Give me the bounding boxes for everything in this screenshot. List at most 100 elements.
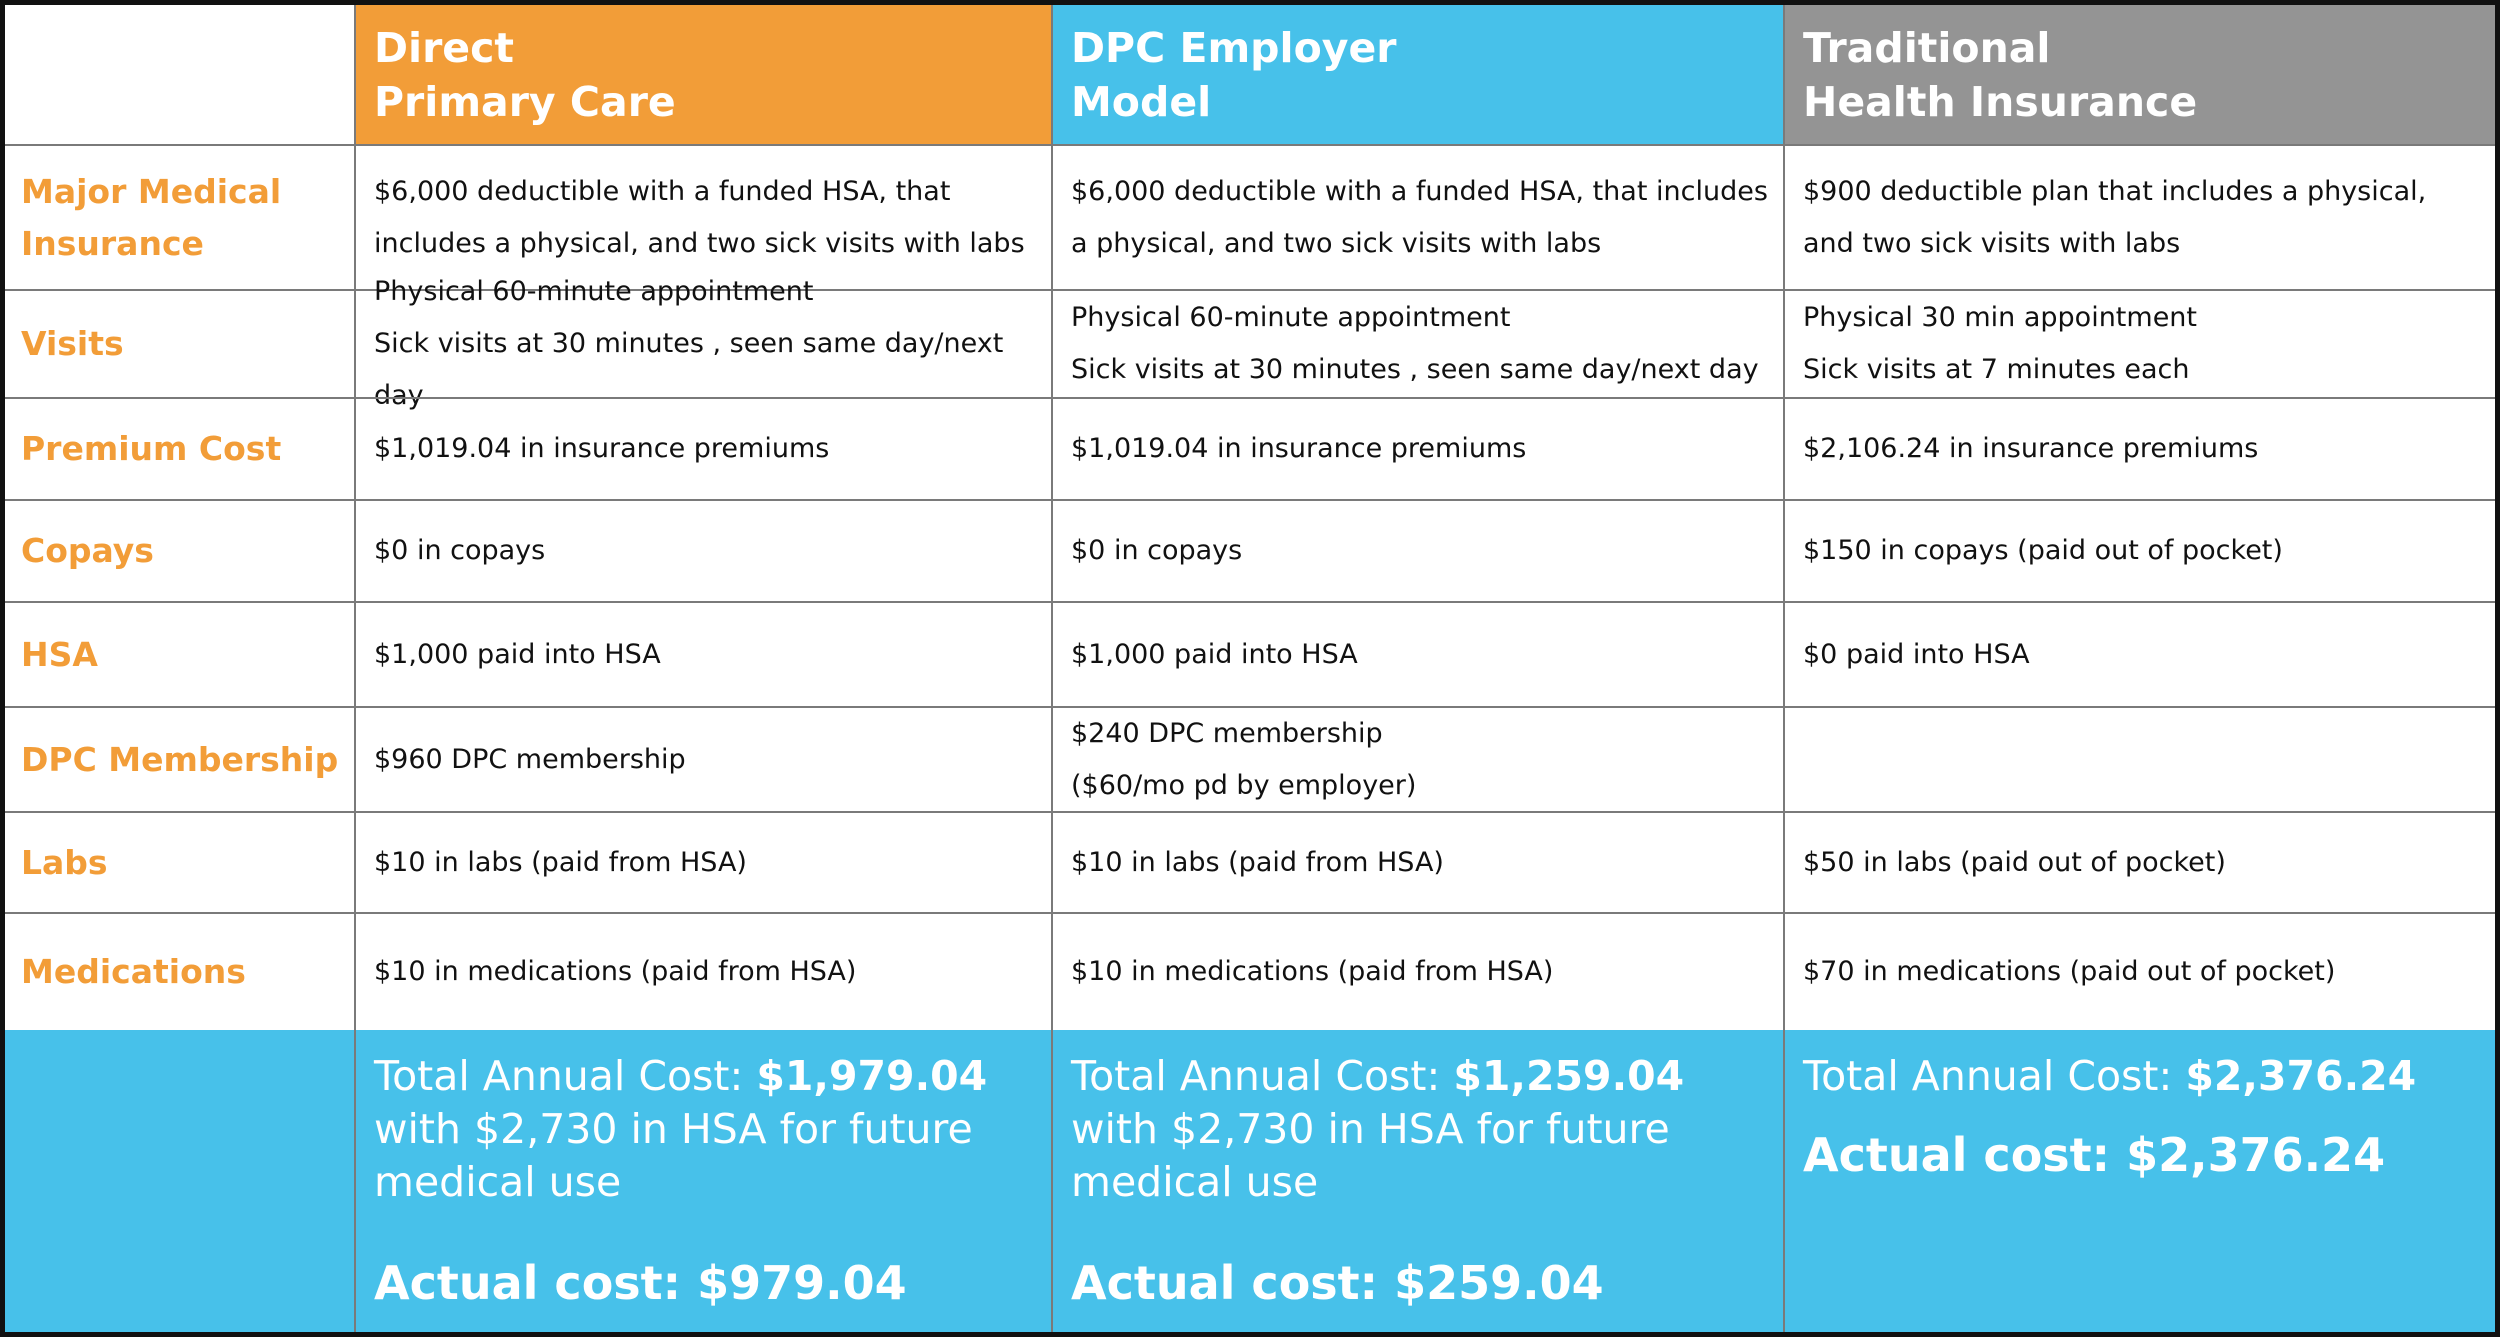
row-label-cell: Major Medical Insurance [5, 144, 354, 289]
total-label: Total Annual Cost: [1071, 1052, 1441, 1100]
cell-line: $6,000 deductible with a funded HSA, tha… [374, 175, 951, 207]
table-cell: $50 in labs (paid out of pocket) [1783, 811, 2495, 912]
header-line: Traditional [1803, 23, 2051, 72]
table-cell: $1,000 paid into HSA [354, 601, 1051, 706]
total-line: Total Annual Cost: $2,376.24 [1803, 1050, 2495, 1103]
cell-line: $960 DPC membership [374, 743, 686, 775]
cell-line: $240 DPC membership [1071, 717, 1383, 749]
table-cell: $150 in copays (paid out of pocket) [1783, 499, 2495, 601]
table-cell: $900 deductible plan that includes a phy… [1783, 144, 2495, 289]
cell-line: $6,000 deductible with a funded HSA, tha… [1071, 175, 1768, 207]
cell-line: $1,000 paid into HSA [1071, 638, 1358, 670]
cell-line: ($60/mo pd by employer) [1071, 769, 1417, 801]
table-cell: $0 in copays [354, 499, 1051, 601]
cell-line: $2,106.24 in insurance premiums [1803, 433, 2259, 464]
table-cell: $0 in copays [1051, 499, 1783, 601]
cell-line: a physical, and two sick visits with lab… [1071, 227, 1602, 259]
row-label-cell: Medications [5, 912, 354, 1030]
actual-cost: Actual cost: $259.04 [1071, 1256, 1604, 1310]
total-amount: $1,259.04 [1453, 1052, 1685, 1100]
cell-line: $150 in copays (paid out of pocket) [1803, 535, 2283, 566]
row-label-cell: DPC Membership [5, 706, 354, 811]
row-label-cell: Visits [5, 289, 354, 397]
total-label: Total Annual Cost: [374, 1052, 744, 1100]
table-cell: $0 paid into HSA [1783, 601, 2495, 706]
cell-line: Physical 30 min appointment [1803, 302, 2198, 333]
column-header: DPC Employer Model [1051, 5, 1783, 144]
cell-line: Sick visits at 30 minutes , seen same da… [374, 328, 1004, 411]
footer-corner [5, 1030, 354, 1332]
row-label: Major Medical Insurance [21, 171, 282, 263]
total-amount: $2,376.24 [2185, 1052, 2417, 1100]
column-header: Traditional Health Insurance [1783, 5, 2495, 144]
cell-line: $10 in labs (paid from HSA) [374, 846, 747, 878]
cell-line: $0 in copays [374, 535, 546, 566]
header-line: Health Insurance [1803, 77, 2198, 126]
table-cell: $2,106.24 in insurance premiums [1783, 397, 2495, 499]
cell-line: $900 deductible plan that includes a phy… [1803, 175, 2427, 207]
table-cell: $10 in labs (paid from HSA) [354, 811, 1051, 912]
table-cell: $960 DPC membership [354, 706, 1051, 811]
cell-line: $10 in medications (paid from HSA) [1071, 956, 1554, 987]
cell-line: $0 paid into HSA [1803, 638, 2030, 670]
cell-line: Sick visits at 30 minutes , seen same da… [1071, 354, 1759, 385]
table-cell: $10 in medications (paid from HSA) [1051, 912, 1783, 1030]
header-line: DPC Employer [1071, 23, 1397, 72]
cell-line: Sick visits at 7 minutes each [1803, 354, 2190, 385]
actual-cost: Actual cost: $979.04 [374, 1256, 907, 1310]
total-cell: Total Annual Cost: $2,376.24 Actual cost:… [1783, 1030, 2495, 1332]
cell-line: $1,000 paid into HSA [374, 638, 661, 670]
total-label: Total Annual Cost: [1803, 1052, 2173, 1100]
cell-line: includes a physical, and two sick visits… [374, 227, 1025, 259]
cell-line: and two sick visits with labs [1803, 227, 2181, 259]
table-cell: $10 in labs (paid from HSA) [1051, 811, 1783, 912]
cell-line: Physical 60-minute appointment [374, 276, 814, 307]
row-label: Medications [21, 952, 246, 991]
row-label: HSA [21, 634, 98, 674]
header-line: Primary Care [374, 77, 676, 126]
total-cell: Total Annual Cost: $1,979.04 with $2,730 … [354, 1030, 1051, 1332]
table-cell: $1,000 paid into HSA [1051, 601, 1783, 706]
corner-cell [5, 5, 354, 144]
table-cell: $6,000 deductible with a funded HSA, tha… [1051, 144, 1783, 289]
total-line: Total Annual Cost: $1,979.04 [374, 1050, 1051, 1103]
table-cell: Physical 30 min appointment Sick visits a… [1783, 289, 2495, 397]
table-cell: $1,019.04 in insurance premiums [354, 397, 1051, 499]
cell-line: $1,019.04 in insurance premiums [374, 433, 830, 464]
header-line: Model [1071, 77, 1212, 126]
cell-line: $1,019.04 in insurance premiums [1071, 433, 1527, 464]
actual-cost: Actual cost: $2,376.24 [1803, 1128, 2386, 1182]
cell-line: $10 in labs (paid from HSA) [1071, 846, 1444, 878]
table-cell [1783, 706, 2495, 811]
table-cell: $240 DPC membership ($60/mo pd by employe… [1051, 706, 1783, 811]
row-label: Labs [21, 842, 108, 882]
table-cell: $1,019.04 in insurance premiums [1051, 397, 1783, 499]
row-label-cell: Copays [5, 499, 354, 601]
total-line: Total Annual Cost: $1,259.04 [1071, 1050, 1783, 1103]
hsa-note: with $2,730 in HSA for future medical us… [1071, 1105, 1670, 1206]
column-header: Direct Primary Care [354, 5, 1051, 144]
hsa-note: with $2,730 in HSA for future medical us… [374, 1105, 973, 1206]
row-label-cell: HSA [5, 601, 354, 706]
cell-line: Physical 60-minute appointment [1071, 302, 1511, 333]
row-label-cell: Labs [5, 811, 354, 912]
total-cell: Total Annual Cost: $1,259.04 with $2,730 … [1051, 1030, 1783, 1332]
row-label-cell: Premium Cost [5, 397, 354, 499]
row-label: Premium Cost [21, 429, 282, 468]
row-label: DPC Membership [21, 739, 339, 779]
cell-line: $70 in medications (paid out of pocket) [1803, 956, 2336, 987]
cell-line: $10 in medications (paid from HSA) [374, 956, 857, 987]
table-cell: $70 in medications (paid out of pocket) [1783, 912, 2495, 1030]
row-label: Copays [21, 531, 154, 570]
table-cell: Physical 60-minute appointment Sick visit… [354, 276, 1051, 411]
cell-line: $0 in copays [1071, 535, 1243, 566]
table-cell: $6,000 deductible with a funded HSA, tha… [354, 144, 1051, 289]
total-amount: $1,979.04 [756, 1052, 988, 1100]
header-line: Direct [374, 23, 515, 72]
table-cell: $10 in medications (paid from HSA) [354, 912, 1051, 1030]
row-label: Visits [21, 324, 124, 363]
cell-line: $50 in labs (paid out of pocket) [1803, 846, 2226, 878]
table-cell: Physical 60-minute appointment Sick visit… [1051, 289, 1783, 397]
